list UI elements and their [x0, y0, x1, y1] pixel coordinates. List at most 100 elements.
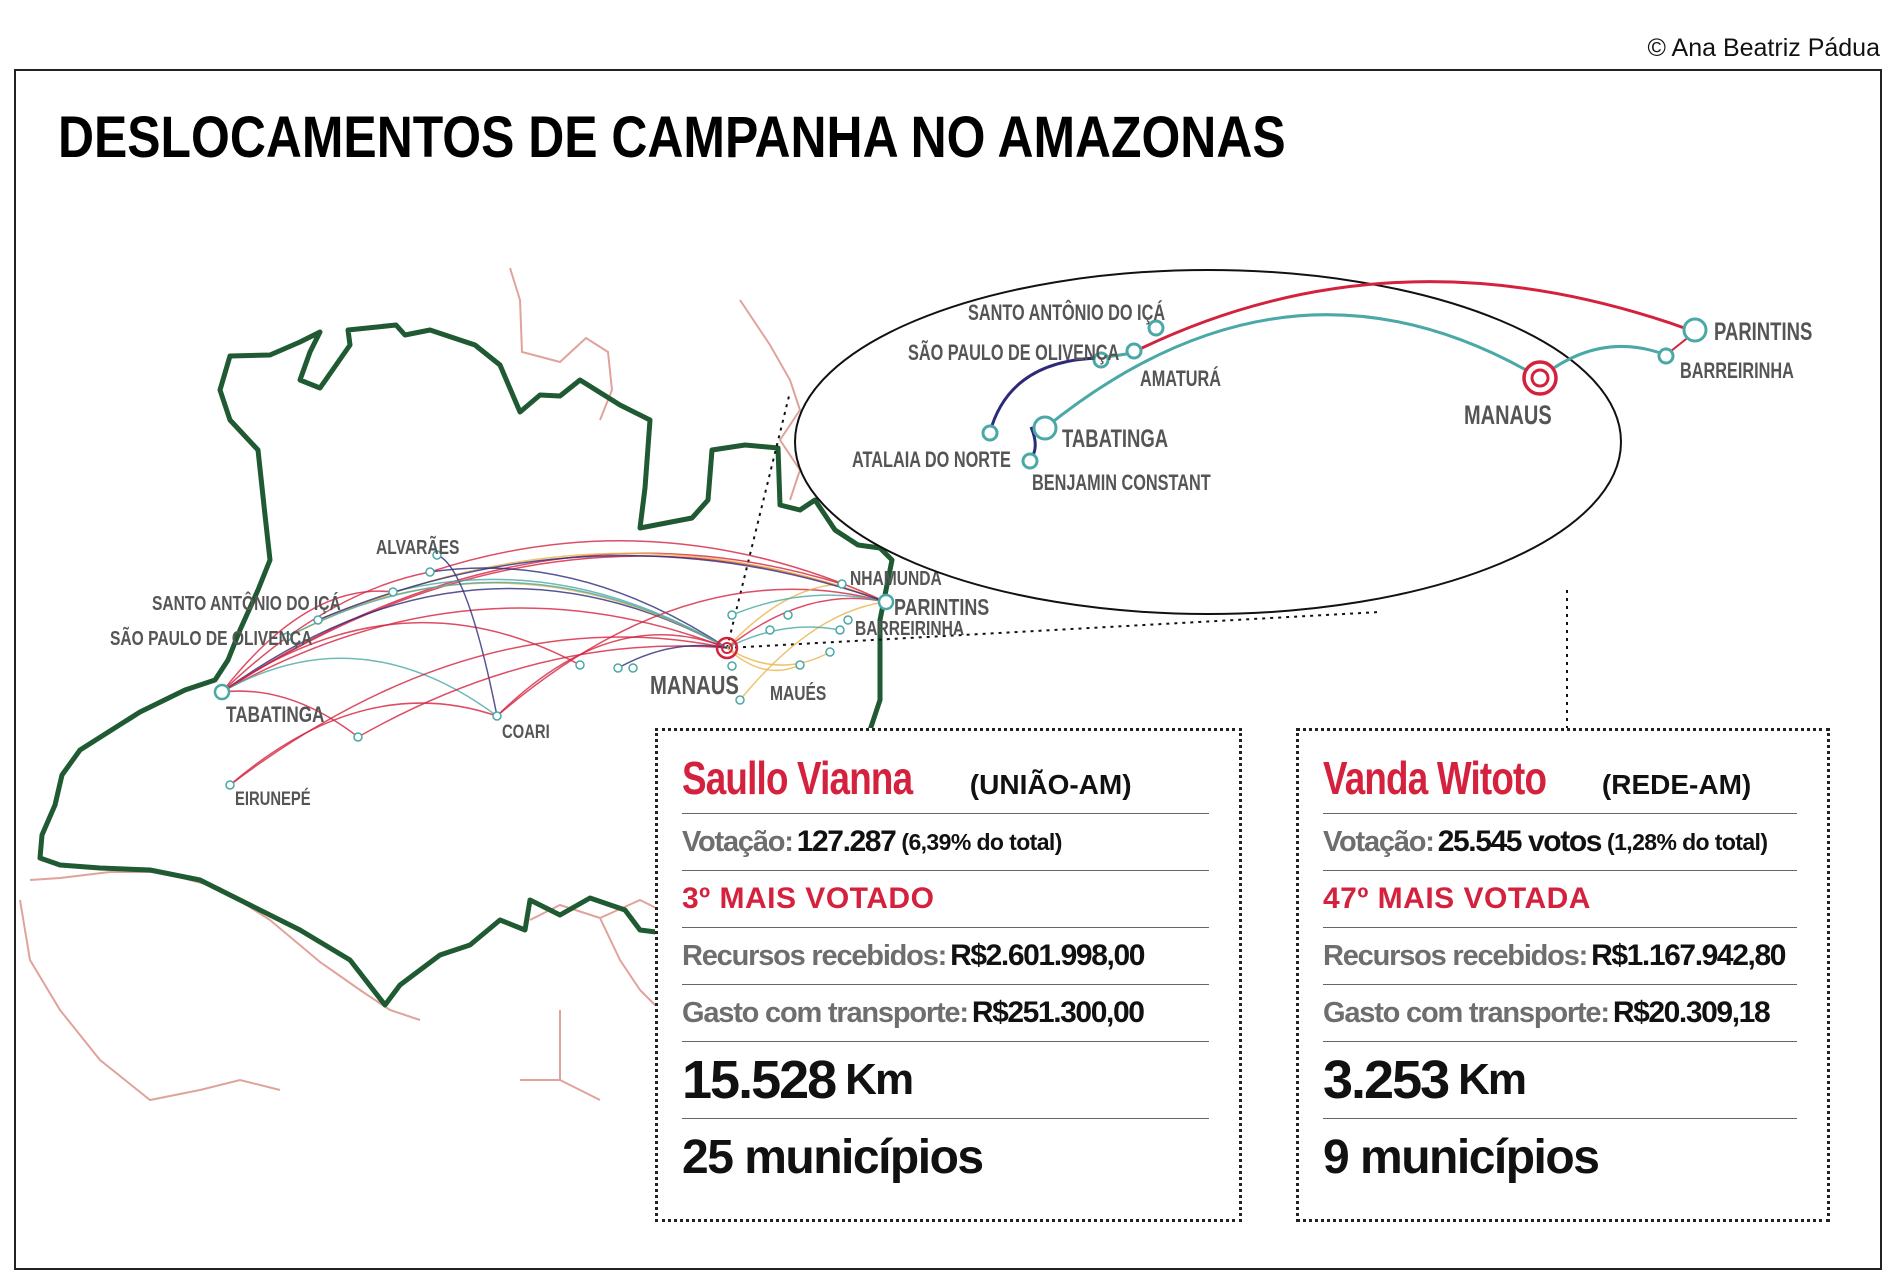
route-arc: [726, 626, 841, 649]
inset-manaus-marker: [1522, 360, 1558, 396]
city-node: [727, 610, 737, 620]
inset-node-barreirinha: [1657, 347, 1675, 365]
candidate-name: Vanda Witoto: [1323, 752, 1547, 804]
city-node: [388, 587, 398, 597]
route-arc: [617, 644, 728, 669]
route-arc: [357, 645, 728, 738]
photo-credit: © Ana Beatriz Pádua: [1647, 34, 1880, 62]
city-node: [425, 567, 435, 577]
inset-nodes: [981, 317, 1708, 470]
rank-row: 47º MAIS VOTADA: [1323, 871, 1797, 928]
route-arc: [229, 702, 498, 786]
route-arc: [221, 690, 359, 738]
inset-node-sao-paulo: [1092, 351, 1110, 369]
city-node: [837, 579, 847, 589]
label-coari: COARI: [502, 721, 550, 742]
inset-label-benjamin: BENJAMIN CONSTANT: [1032, 471, 1211, 496]
votes-row: Votação: 127.287 (6,39% do total): [682, 814, 1209, 871]
municipalities-count: 9 municípios: [1323, 1130, 1600, 1184]
transport-row: Gasto com transporte: R$20.309,18: [1323, 985, 1797, 1042]
route-arc: [229, 636, 728, 786]
transport-label: Gasto com transporte:: [1323, 996, 1610, 1029]
label-maues: MAUÉS: [770, 681, 826, 704]
votes-label: Votação:: [1323, 825, 1435, 858]
route-arc: [429, 540, 887, 603]
route-arc: [739, 601, 887, 701]
candidate-panel-vanda: Vanda Witoto (REDE-AM) Votação: 25.545 vo…: [1296, 728, 1830, 1222]
candidate-header: Vanda Witoto (REDE-AM): [1323, 751, 1797, 814]
city-node: [313, 615, 323, 625]
candidate-header: Saullo Vianna (UNIÃO-AM): [682, 751, 1209, 814]
route-arc: [429, 567, 728, 649]
infographic-title: DESLOCAMENTOS DE CAMPANHA NO AMAZONAS: [58, 105, 1286, 170]
inset-label-manaus: MANAUS: [1464, 400, 1552, 431]
inset-label-atalaia: ATALAIA DO NORTE: [852, 448, 1011, 473]
label-tabatinga: TABATINGA: [226, 703, 324, 728]
transport-row: Gasto com transporte: R$251.300,00: [682, 985, 1209, 1042]
route-arc: [392, 578, 728, 649]
city-node: [213, 683, 231, 701]
route-arc: [731, 594, 887, 616]
label-eirunepe: EIRUNEPÉ: [235, 788, 311, 809]
distance-unit: Km: [845, 1055, 914, 1104]
city-node: [783, 610, 793, 620]
city-node: [628, 663, 638, 673]
route-arc: [317, 554, 887, 621]
votes-percentage: (1,28% do total): [1607, 828, 1768, 855]
manaus-marker: [715, 636, 739, 660]
route-arc: [496, 588, 887, 717]
route-arc: [221, 607, 728, 693]
rank-text: 3º MAIS VOTADO: [682, 882, 935, 915]
main-map-nodes: [213, 550, 895, 790]
distance-row: 3.253 Km: [1323, 1042, 1797, 1119]
municipalities-row: 9 municípios: [1323, 1119, 1797, 1195]
city-node: [282, 632, 292, 642]
candidate-name: Saullo Vianna: [682, 752, 913, 804]
resources-row: Recursos recebidos: R$1.167.942,80: [1323, 928, 1797, 985]
route-arc: [726, 583, 843, 649]
route-arc: [221, 571, 431, 693]
label-barreirinha: BARREIRINHA: [855, 617, 964, 639]
resources-label: Recursos recebidos:: [1323, 939, 1588, 972]
transport-label: Gasto com transporte:: [682, 996, 969, 1029]
route-arc: [496, 634, 728, 717]
distance-unit: Km: [1458, 1055, 1527, 1104]
route-arc: [286, 581, 728, 649]
main-map-routes: [221, 540, 887, 786]
candidate-party: (REDE-AM): [1601, 769, 1752, 800]
distance-value: 15.528: [682, 1050, 837, 1110]
rank-row: 3º MAIS VOTADO: [682, 871, 1209, 928]
infographic-frame: [14, 69, 1882, 1270]
main-map-labels: ALVARÃES SANTO ANTÔNIO DO IÇÁ SÃO PAULO …: [110, 535, 989, 809]
city-node: [825, 647, 835, 657]
city-node: [735, 695, 745, 705]
candidate-panel-saullo: Saullo Vianna (UNIÃO-AM) Votação: 127.287…: [655, 728, 1242, 1222]
votes-value: 25.545 votos: [1437, 825, 1603, 858]
route-arc: [726, 647, 801, 672]
transport-value: R$251.300,00: [971, 996, 1145, 1029]
inset-routes: [988, 280, 1696, 461]
municipalities-count: 25 municípios: [682, 1130, 984, 1184]
label-nhamunda: NHAMUNDÁ: [850, 566, 942, 589]
city-node: [613, 663, 623, 673]
votes-label: Votação:: [682, 825, 794, 858]
route-arc: [726, 597, 887, 649]
resources-label: Recursos recebidos:: [682, 939, 947, 972]
label-alvaraes: ALVARÃES: [376, 535, 459, 558]
label-parintins: PARINTINS: [894, 595, 989, 621]
resources-row: Recursos recebidos: R$2.601.998,00: [682, 928, 1209, 985]
inset-node-benjamin: [1021, 452, 1039, 470]
leader-lines: [726, 391, 1568, 728]
city-node: [795, 660, 805, 670]
candidate-party: (UNIÃO-AM): [969, 769, 1132, 800]
label-santo-antonio: SANTO ANTÔNIO DO IÇÁ: [152, 591, 341, 614]
inset-node-santo-antonio: [1147, 319, 1165, 337]
city-node: [877, 593, 895, 611]
inset-label-barreirinha: BARREIRINHA: [1680, 359, 1794, 384]
inset-ellipse: [794, 269, 1622, 615]
city-node: [843, 615, 853, 625]
inset-node-tabatinga: [1032, 415, 1058, 441]
route-arc: [726, 647, 831, 666]
votes-value: 127.287: [796, 825, 897, 858]
resources-value: R$1.167.942,80: [1591, 939, 1786, 972]
